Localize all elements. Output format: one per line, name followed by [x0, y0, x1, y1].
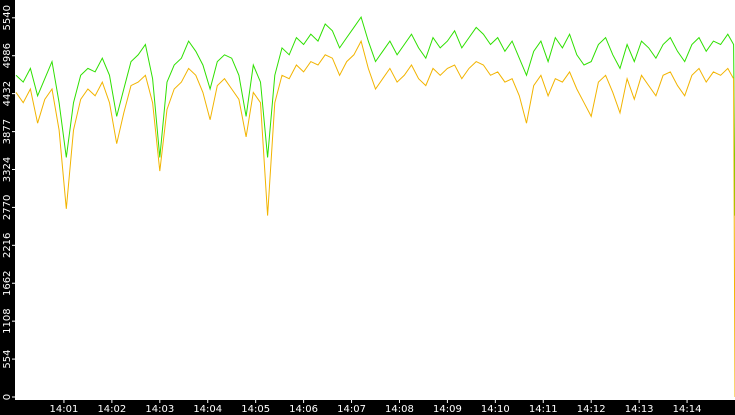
- x-tick-label: 14:02: [97, 404, 126, 415]
- x-tick-label: 14:11: [529, 404, 558, 415]
- y-tick-label: 1108: [2, 308, 13, 333]
- y-tick-label: 3877: [2, 119, 13, 144]
- y-tick-label: 4986: [2, 43, 13, 68]
- plot-area: [15, 0, 735, 400]
- x-tick-label: 14:05: [241, 404, 270, 415]
- x-tick-label: 14:12: [577, 404, 606, 415]
- y-tick-label: 3324: [2, 157, 13, 182]
- x-tick-label: 14:03: [145, 404, 174, 415]
- x-tick-label: 14:14: [673, 404, 702, 415]
- y-tick-label: 5540: [2, 5, 13, 30]
- y-tick-label: 0: [2, 394, 13, 400]
- x-tick-label: 14:07: [337, 404, 366, 415]
- x-tick-label: 14:01: [50, 404, 79, 415]
- x-tick-label: 14:10: [481, 404, 510, 415]
- x-tick-label: 14:09: [433, 404, 462, 415]
- y-tick-label: 2770: [2, 195, 13, 220]
- y-tick-label: 1662: [2, 271, 13, 296]
- series-line: [15, 15, 735, 216]
- x-tick-label: 14:13: [625, 404, 654, 415]
- y-tick-label: 2216: [2, 233, 13, 258]
- y-tick-label: 4432: [2, 81, 13, 106]
- x-tick-label: 14:06: [289, 404, 318, 415]
- y-tick-label: 554: [2, 350, 13, 369]
- series-line: [15, 39, 735, 398]
- x-tick-label: 14:04: [193, 404, 222, 415]
- x-tick-label: 14:08: [385, 404, 414, 415]
